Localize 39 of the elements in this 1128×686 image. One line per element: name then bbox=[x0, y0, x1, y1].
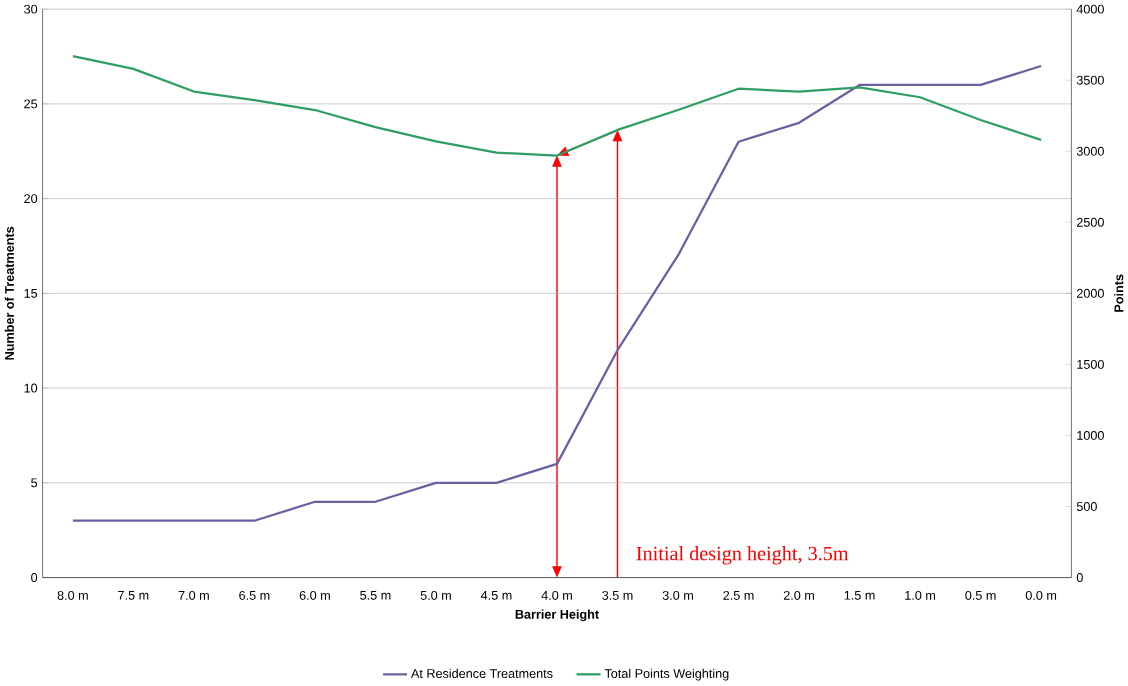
x-tick-label: 3.5 m bbox=[602, 591, 633, 601]
y2-tick-label: 3500 bbox=[1076, 75, 1104, 85]
y-tick-label: 5 bbox=[31, 478, 38, 488]
y2-tick-label: 3000 bbox=[1076, 146, 1104, 156]
y2-tick-label: 2000 bbox=[1076, 289, 1104, 299]
y-axis-title: Number of Treatments bbox=[4, 227, 14, 360]
y-tick-label: 15 bbox=[24, 289, 38, 298]
y2-tick-label: 2500 bbox=[1076, 218, 1104, 227]
y2-tick-label: 4000 bbox=[1076, 4, 1104, 14]
y2-tick-label: 500 bbox=[1076, 502, 1097, 512]
x-tick-label: 2.0 m bbox=[783, 591, 814, 601]
x-tick-label: 7.0 m bbox=[178, 591, 209, 601]
y2-axis-title: Points bbox=[1114, 274, 1124, 313]
y-tick-label: 25 bbox=[24, 99, 38, 109]
y2-tick-label: 0 bbox=[1076, 573, 1083, 583]
legend-label: At Residence Treatments bbox=[410, 668, 553, 679]
x-tick-label: 0.5 m bbox=[965, 591, 996, 601]
y2-tick-label: 1500 bbox=[1077, 360, 1104, 370]
legend-label: Total Points Weighting bbox=[604, 668, 729, 681]
x-tick-label: 8.0 m bbox=[57, 591, 88, 601]
y-tick-label: 0 bbox=[31, 573, 38, 583]
x-axis-title: Barrier Height bbox=[515, 609, 599, 622]
y-tick-label: 30 bbox=[24, 4, 38, 14]
y-tick-label: 10 bbox=[24, 383, 38, 393]
x-tick-label: 6.5 m bbox=[239, 591, 270, 601]
x-tick-label: 4.0 m bbox=[541, 591, 572, 601]
x-tick-label: 4.5 m bbox=[480, 591, 512, 600]
x-tick-label: 6.0 m bbox=[299, 591, 330, 601]
x-tick-label: 0.0 m bbox=[1025, 591, 1057, 601]
y2-tick-label: 1000 bbox=[1077, 431, 1104, 441]
x-tick-label: 1.0 m bbox=[905, 591, 936, 601]
x-tick-label: 2.5 m bbox=[723, 591, 754, 601]
x-tick-label: 1.5 m bbox=[844, 591, 875, 600]
y-tick-label: 20 bbox=[24, 194, 38, 204]
x-tick-label: 5.5 m bbox=[360, 591, 391, 600]
x-tick-label: 5.0 m bbox=[420, 591, 451, 601]
annotation: Initial design height, 3.5m bbox=[636, 546, 849, 565]
x-tick-label: 7.5 m bbox=[118, 591, 149, 600]
x-tick-label: 3.0 m bbox=[662, 591, 693, 601]
